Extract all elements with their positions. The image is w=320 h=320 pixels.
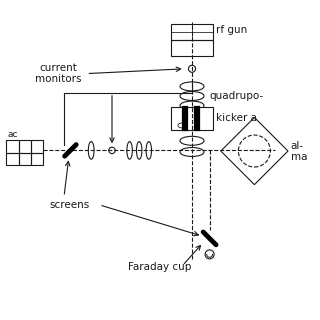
- Text: Faraday cup: Faraday cup: [128, 262, 191, 272]
- Bar: [19, 153, 31, 165]
- Text: kicker a: kicker a: [216, 113, 257, 124]
- Bar: [171, 107, 213, 130]
- Bar: [31, 140, 43, 153]
- Bar: [171, 24, 213, 40]
- Text: ma: ma: [291, 152, 307, 162]
- Bar: [171, 40, 213, 56]
- Bar: [31, 153, 43, 165]
- Text: al-: al-: [291, 140, 304, 151]
- Text: rf gun: rf gun: [216, 25, 247, 36]
- Text: quadrupo-: quadrupo-: [210, 91, 264, 101]
- Bar: [6, 140, 19, 153]
- Bar: [19, 140, 31, 153]
- Text: screens: screens: [50, 200, 90, 210]
- Bar: [6, 153, 19, 165]
- Text: current
monitors: current monitors: [35, 63, 82, 84]
- Text: ac: ac: [7, 130, 18, 139]
